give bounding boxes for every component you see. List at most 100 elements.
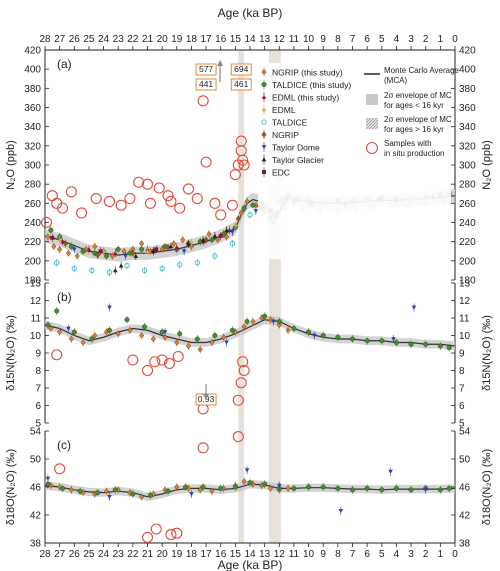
top-x-tick-label: 26 bbox=[69, 34, 81, 45]
y-tick-label-right: 38 bbox=[459, 539, 471, 550]
point-taylor-glacier bbox=[200, 237, 206, 242]
point-taldice-this-study bbox=[364, 338, 370, 344]
point-samples-with-in-situ-production bbox=[232, 431, 244, 443]
y-tick-label-right: 6 bbox=[459, 401, 465, 412]
annotation-box bbox=[230, 63, 252, 76]
point-taldice-this-study bbox=[364, 485, 370, 491]
legend-marker bbox=[261, 119, 267, 125]
legend-label: NGRIP bbox=[272, 130, 299, 140]
point-taldice-this-study bbox=[262, 481, 268, 487]
point-ngrip-this-study bbox=[250, 318, 256, 325]
top-x-tick-label: 7 bbox=[350, 34, 356, 45]
y-tick-label-left: 6 bbox=[35, 401, 41, 412]
point-taldice bbox=[71, 265, 77, 272]
point-ngrip-this-study bbox=[180, 236, 186, 243]
point-samples-with-in-situ-production bbox=[174, 202, 186, 214]
point-taylor-dome bbox=[181, 249, 187, 254]
point-ngrip-this-study bbox=[209, 339, 215, 346]
legend-marker bbox=[261, 131, 267, 138]
point-samples-with-in-situ-production bbox=[191, 192, 203, 205]
y-tick-label-right: 5 bbox=[459, 419, 465, 430]
point-taldice-this-study bbox=[320, 333, 326, 338]
point-taldice-this-study bbox=[423, 341, 429, 347]
y-axis-title-right-c: δ18O(N₂O) (‰) bbox=[481, 449, 493, 525]
point-samples-with-in-situ-production bbox=[200, 156, 212, 168]
point-taldice-this-study bbox=[350, 336, 355, 342]
point-ngrip-this-study bbox=[221, 334, 227, 341]
point-ngrip-this-study bbox=[139, 493, 145, 500]
point-samples-with-in-situ-production bbox=[46, 190, 58, 202]
point-taylor-dome bbox=[338, 508, 344, 514]
top-x-tick-label: 13 bbox=[259, 34, 271, 45]
point-ngrip-this-study bbox=[244, 198, 250, 205]
point-samples-with-in-situ-production bbox=[165, 529, 177, 541]
point-ngrip-this-study bbox=[162, 334, 168, 341]
top-x-tick-label: 28 bbox=[39, 34, 51, 45]
top-x-tick-label: 19 bbox=[171, 34, 183, 45]
point-taylor-dome bbox=[230, 230, 235, 235]
y-tick-label-left: 7 bbox=[35, 384, 41, 395]
point-taldice-this-study bbox=[194, 336, 200, 342]
point-edml-this-study bbox=[86, 247, 92, 252]
point-taldice-this-study bbox=[335, 485, 341, 491]
point-taylor-dome bbox=[45, 476, 51, 481]
y-tick-label-right: 420 bbox=[459, 46, 476, 57]
y-tick-label-left: 8 bbox=[35, 366, 41, 377]
point-ngrip-this-study bbox=[92, 332, 98, 339]
point-samples-with-in-situ-production bbox=[150, 523, 162, 535]
bottom-x-tick-label: 12 bbox=[274, 549, 286, 560]
top-x-tick-label: 3 bbox=[408, 34, 414, 45]
top-x-axis-title: Age (ka BP) bbox=[218, 6, 283, 20]
point-ngrip bbox=[130, 250, 136, 257]
point-samples-with-in-situ-production bbox=[65, 186, 77, 198]
point-ngrip-this-study bbox=[285, 327, 291, 334]
legend-label: for ages > 16 kyr bbox=[384, 125, 444, 134]
point-ngrip-this-study bbox=[104, 488, 109, 495]
point-taylor-dome bbox=[253, 209, 259, 214]
point-ngrip-this-study bbox=[74, 252, 80, 260]
point-taldice-this-study bbox=[165, 488, 171, 494]
point-ngrip-this-study bbox=[57, 328, 63, 336]
y-tick-label-right: 280 bbox=[459, 180, 476, 191]
point-taldice-this-study bbox=[104, 253, 109, 259]
point-taylor-glacier bbox=[133, 253, 139, 258]
point-samples-with-in-situ-production bbox=[165, 195, 177, 207]
point-samples-with-in-situ-production bbox=[141, 364, 154, 377]
top-x-tick-label: 22 bbox=[127, 34, 139, 45]
point-taldice-this-study bbox=[306, 329, 312, 335]
y-tick-label-left: 9 bbox=[35, 349, 41, 360]
legend-solid-box bbox=[366, 94, 378, 105]
top-x-tick-label: 5 bbox=[379, 34, 385, 45]
point-ngrip-this-study bbox=[121, 248, 127, 255]
point-ngrip-this-study bbox=[127, 327, 133, 334]
point-taylor-dome bbox=[411, 305, 417, 310]
top-x-tick-label: 10 bbox=[303, 34, 315, 45]
point-taldice-this-study bbox=[139, 246, 145, 252]
mca-envelope-c bbox=[45, 480, 455, 501]
y-tick-label-left: 260 bbox=[24, 199, 41, 210]
axes-layer: 2828272726262525242423232222212120201919… bbox=[5, 6, 493, 571]
point-samples-with-in-situ-production bbox=[226, 199, 238, 211]
point-edml bbox=[57, 237, 62, 242]
bottom-x-tick-label: 18 bbox=[186, 549, 198, 560]
point-ngrip-this-study bbox=[57, 246, 63, 253]
point-taldice-this-study bbox=[276, 319, 282, 324]
point-ngrip-this-study bbox=[174, 339, 180, 346]
shaded-band-0 bbox=[238, 50, 245, 543]
annotation-box bbox=[195, 78, 217, 91]
point-ngrip-this-study bbox=[80, 339, 86, 346]
bottom-x-tick-label: 11 bbox=[289, 549, 300, 560]
point-edml-this-study bbox=[112, 250, 118, 256]
point-taylor-dome bbox=[162, 330, 168, 335]
point-taldice-this-study bbox=[241, 205, 247, 211]
point-taldice-this-study bbox=[291, 326, 297, 331]
point-samples-with-in-situ-production bbox=[54, 463, 66, 475]
point-taylor-dome bbox=[224, 340, 229, 345]
point-edml bbox=[189, 239, 194, 244]
y-tick-label-left: 42 bbox=[30, 511, 42, 522]
legend: NGRIP (this study) TALDICE (this study) ED… bbox=[258, 63, 460, 259]
legend-marker bbox=[261, 68, 267, 76]
y-tick-label-right: 54 bbox=[459, 427, 471, 438]
point-taldice-this-study bbox=[112, 487, 118, 493]
top-x-tick-label: 8 bbox=[335, 34, 341, 45]
